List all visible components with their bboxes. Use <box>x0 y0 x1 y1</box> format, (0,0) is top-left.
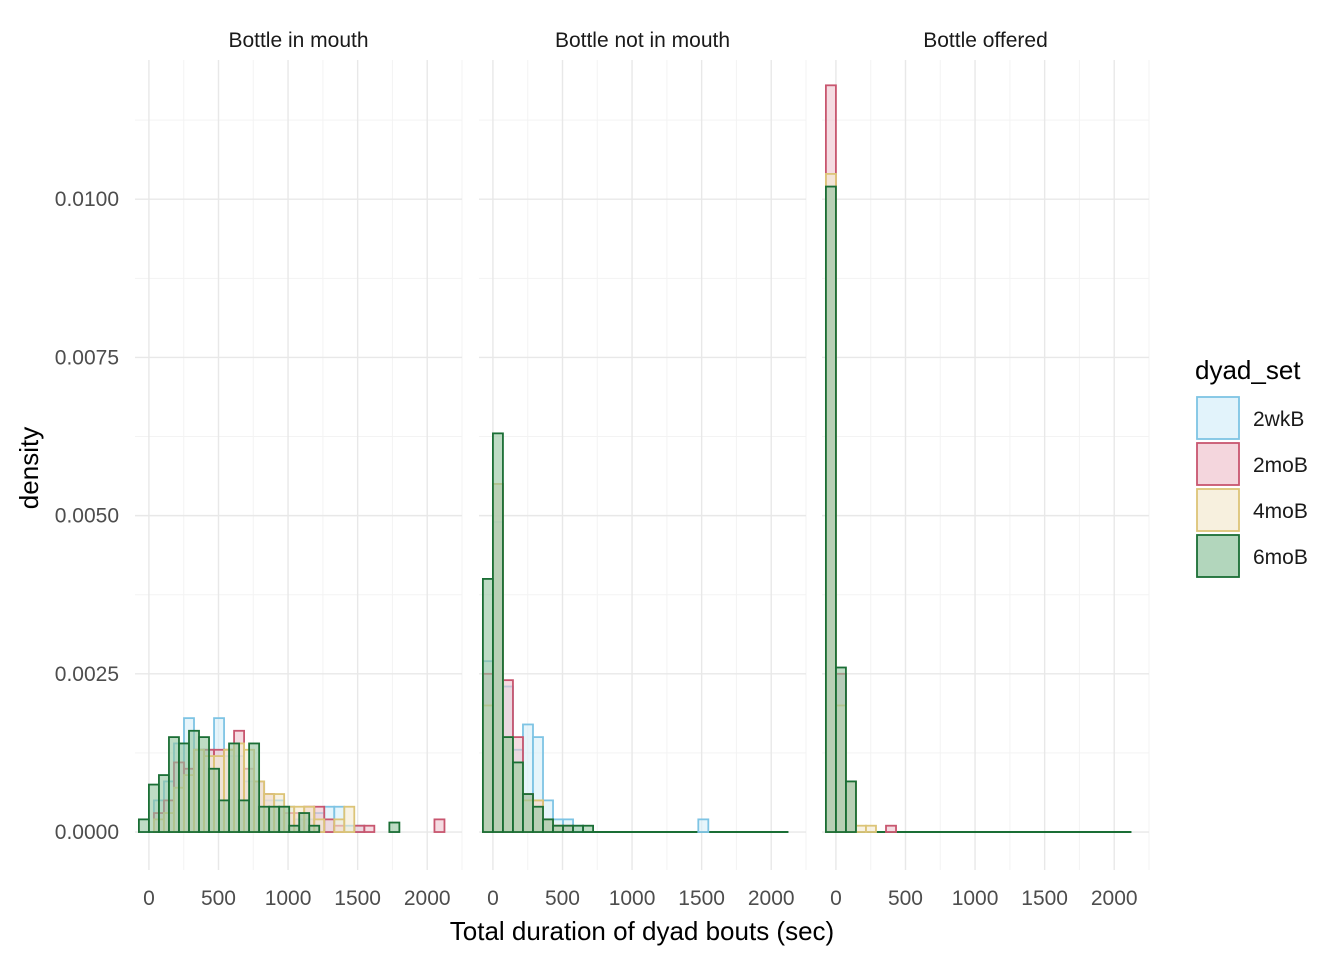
histogram-bar <box>343 805 356 833</box>
histogram-bar <box>258 805 271 833</box>
histogram-bar <box>481 578 494 833</box>
histogram-bar <box>552 824 564 833</box>
histogram-bar <box>363 824 376 833</box>
x-axis-title: Total duration of dyad bouts (sec) <box>450 916 834 946</box>
histogram-bar <box>238 799 251 833</box>
histogram-bar <box>865 824 877 833</box>
histogram-bar <box>323 818 336 833</box>
y-tick-label: 0.0000 <box>55 821 119 844</box>
panel-2: Bottle not in mouth 0 500 1000 1500 2000 <box>479 29 807 910</box>
x-tick-label: 2000 <box>1091 887 1138 910</box>
legend-entries: 2wkB 2moB 4moB 6moB <box>1196 396 1308 578</box>
minor-gridlines <box>135 60 463 870</box>
histogram-bar <box>562 824 574 833</box>
panel-1: Bottle in mouth 0 500 1000 1500 2000 <box>135 29 463 910</box>
histogram-bar <box>572 824 584 833</box>
histogram-bar <box>218 799 230 833</box>
x-tick-label: 0 <box>143 887 155 910</box>
legend-label: 2moB <box>1253 454 1308 477</box>
histogram-bar <box>188 729 200 833</box>
x-tick-label: 1000 <box>952 887 999 910</box>
histogram-bar <box>845 780 857 833</box>
x-tick-label: 500 <box>888 887 923 910</box>
histogram-bar <box>208 767 220 833</box>
panel-title: Bottle in mouth <box>228 29 368 52</box>
legend-swatch <box>1196 488 1240 532</box>
histogram-bar <box>835 666 847 833</box>
y-axis-title: density <box>14 427 44 509</box>
histogram-bar <box>268 805 281 833</box>
histogram-bar <box>137 818 150 833</box>
legend-entry-6moB: 6moB <box>1196 534 1308 578</box>
histogram-bar <box>248 742 261 833</box>
legend-entry-4moB: 4moB <box>1196 488 1308 532</box>
histogram-bar <box>582 824 595 833</box>
x-axis: 0 500 1000 1500 2000 <box>143 887 451 910</box>
histogram-bar <box>353 824 366 833</box>
legend-swatch <box>1196 534 1240 578</box>
x-tick-label: 1500 <box>1021 887 1068 910</box>
series-6moB <box>481 432 595 833</box>
legend-entry-2wkB: 2wkB <box>1196 396 1304 440</box>
histogram-bar <box>532 805 544 833</box>
histogram-bar <box>333 818 346 833</box>
legend-label: 6moB <box>1253 546 1308 569</box>
legend-title: dyad_set <box>1195 355 1301 385</box>
y-tick-label: 0.0025 <box>55 663 119 686</box>
y-tick-label: 0.0050 <box>55 505 119 528</box>
x-tick-label: 0 <box>830 887 842 910</box>
histogram-bar <box>148 783 160 833</box>
histogram-bar <box>158 774 170 833</box>
series-6moB <box>137 729 401 833</box>
panel-3: Bottle offered 0 500 1000 1500 2000 <box>822 29 1150 910</box>
histogram-bar <box>855 824 867 833</box>
histogram-bar <box>522 793 534 833</box>
panel-title: Bottle not in mouth <box>555 29 730 52</box>
legend-entry-2moB: 2moB <box>1196 442 1308 486</box>
y-tick-label: 0.0100 <box>55 188 119 211</box>
x-tick-label: 500 <box>545 887 580 910</box>
histogram-bar <box>542 818 554 833</box>
series-6moB <box>824 185 857 833</box>
x-tick-label: 1000 <box>265 887 312 910</box>
legend-label: 2wkB <box>1253 408 1304 431</box>
x-axis: 0 500 1000 1500 2000 <box>487 887 795 910</box>
histogram-bar <box>228 742 240 833</box>
panel-title: Bottle offered <box>923 29 1048 52</box>
histogram-bar <box>885 824 897 833</box>
x-tick-label: 500 <box>201 887 236 910</box>
histogram-bar <box>178 742 190 833</box>
histogram-bar <box>512 761 524 833</box>
x-tick-label: 2000 <box>748 887 795 910</box>
histogram-bar <box>308 824 321 833</box>
x-axis: 0 500 1000 1500 2000 <box>830 887 1138 910</box>
histogram-bar <box>824 185 837 833</box>
x-tick-label: 2000 <box>404 887 451 910</box>
histogram-bar <box>298 812 311 833</box>
histogram-bar <box>288 824 301 833</box>
legend-swatch <box>1196 396 1240 440</box>
legend: dyad_set 2wkB 2moB 4moB 6moB <box>1195 355 1308 578</box>
x-tick-label: 1500 <box>334 887 381 910</box>
x-tick-label: 1500 <box>678 887 725 910</box>
histogram-bar <box>198 736 210 833</box>
histogram-bar <box>697 818 710 833</box>
y-tick-label: 0.0075 <box>55 346 119 369</box>
minor-gridlines <box>822 60 1150 870</box>
legend-label: 4moB <box>1253 500 1308 523</box>
x-tick-label: 1000 <box>609 887 656 910</box>
histogram-bar <box>502 736 514 833</box>
histogram-bar <box>168 736 180 833</box>
histogram-bar <box>278 805 291 833</box>
x-tick-label: 0 <box>487 887 499 910</box>
y-axis: 0.0000 0.0025 0.0050 0.0075 0.0100 <box>55 188 119 844</box>
legend-swatch <box>1196 442 1240 486</box>
histogram-bar <box>492 432 504 833</box>
histogram-bar <box>433 818 446 833</box>
histogram-bar <box>388 821 401 833</box>
